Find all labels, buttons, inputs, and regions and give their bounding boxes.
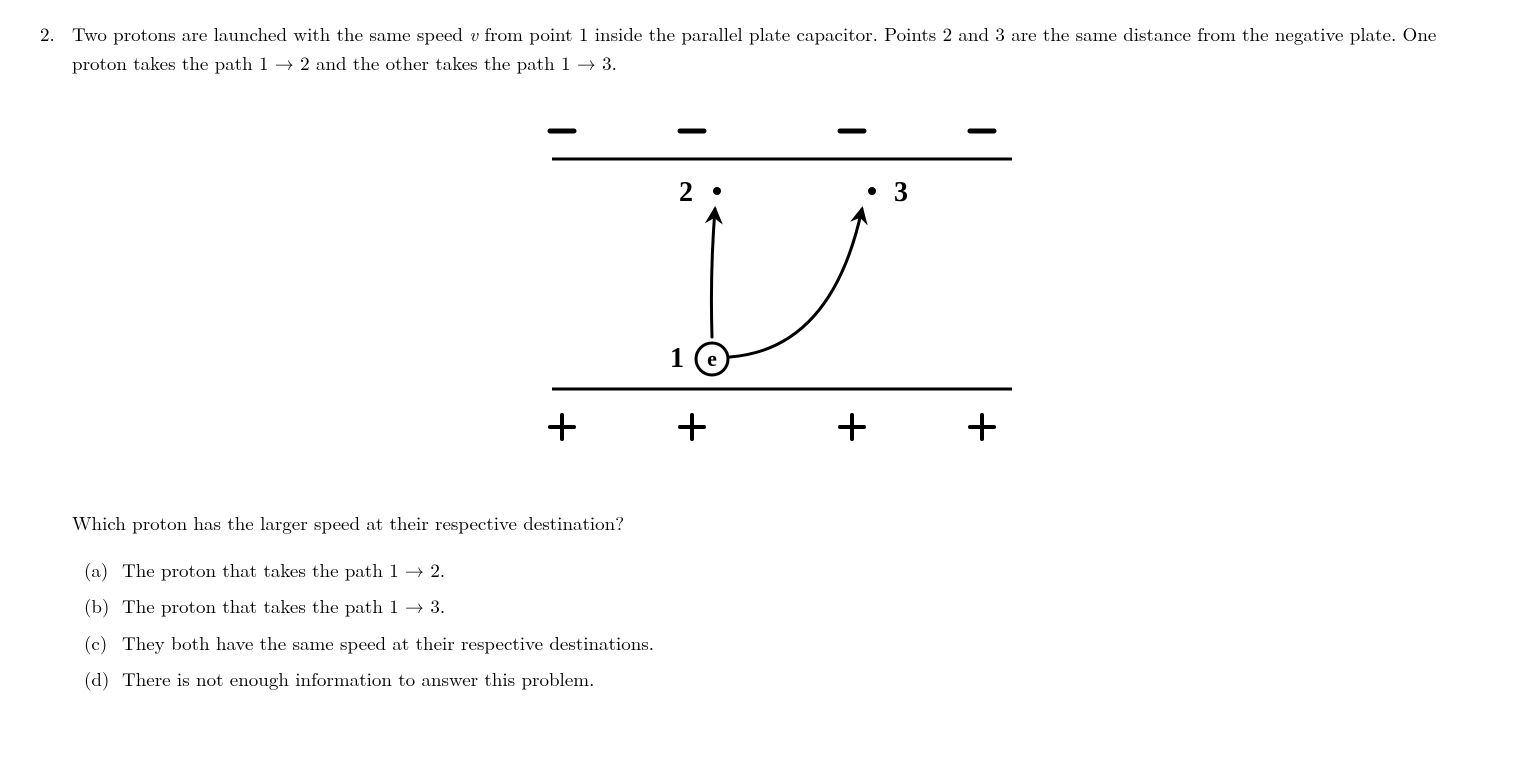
svg-text:3: 3	[894, 177, 908, 208]
option-c-label: (c)	[84, 629, 114, 658]
text-part1: Two protons are launched with the same s…	[72, 20, 469, 47]
option-b-label: (b)	[84, 592, 114, 621]
option-a: (a) The proton that takes the path 1 → 2…	[84, 556, 1492, 585]
question-text: Which proton has the larger speed at the…	[72, 509, 1492, 538]
svg-text:e: e	[707, 346, 717, 371]
option-d-label: (d)	[84, 665, 114, 694]
problem-statement: Two protons are launched with the same s…	[72, 20, 1492, 77]
option-a-label: (a)	[84, 556, 114, 585]
option-a-text: The proton that takes the path 1 → 2.	[122, 556, 445, 585]
svg-text:1: 1	[670, 343, 684, 374]
option-c-text: They both have the same speed at their r…	[122, 629, 654, 658]
svg-text:2: 2	[679, 177, 693, 208]
capacitor-diagram: 2 3 e1	[522, 109, 1042, 469]
option-d-text: There is not enough information to answe…	[122, 665, 594, 694]
option-d: (d) There is not enough information to a…	[84, 665, 1492, 694]
options-list: (a) The proton that takes the path 1 → 2…	[72, 556, 1492, 694]
diagram-container: 2 3 e1	[72, 109, 1492, 469]
problem-body: Two protons are launched with the same s…	[72, 20, 1492, 702]
variable-v: v	[469, 20, 478, 47]
option-c: (c) They both have the same speed at the…	[84, 629, 1492, 658]
option-b: (b) The proton that takes the path 1 → 3…	[84, 592, 1492, 621]
option-b-text: The proton that takes the path 1 → 3.	[122, 592, 445, 621]
problem-number: 2.	[40, 20, 64, 49]
problem-container: 2. Two protons are launched with the sam…	[40, 20, 1492, 702]
